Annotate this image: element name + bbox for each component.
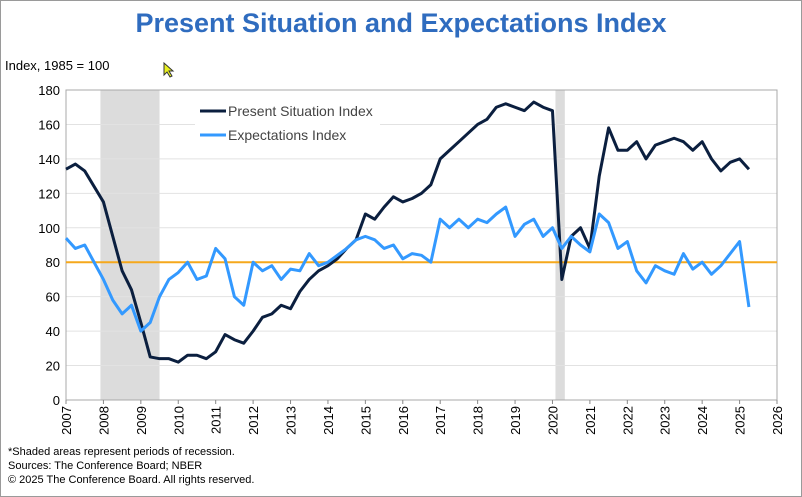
series-line-present-situation xyxy=(65,100,751,364)
legend-box xyxy=(195,100,380,150)
series-line-expectations xyxy=(64,205,751,333)
x-tick-label: 2009 xyxy=(134,406,149,435)
recession-band xyxy=(100,90,160,400)
y-tick-label: 20 xyxy=(46,359,60,374)
x-tick-label: 2013 xyxy=(284,406,299,435)
footnote-copyright: © 2025 The Conference Board. All rights … xyxy=(8,474,255,486)
y-tick-label: 180 xyxy=(38,83,60,98)
x-tick-label: 2020 xyxy=(545,406,560,435)
x-tick-label: 2019 xyxy=(508,406,523,435)
x-tick-label: 2008 xyxy=(96,406,111,435)
y-tick-label: 0 xyxy=(53,393,60,408)
chart-title: Present Situation and Expectations Index xyxy=(135,8,667,38)
plot-border xyxy=(65,89,778,401)
x-tick-label: 2021 xyxy=(583,406,598,435)
x-tick-label: 2014 xyxy=(321,406,336,435)
footnote-recession: *Shaded areas represent periods of reces… xyxy=(8,446,235,458)
x-tick-label: 2012 xyxy=(246,406,261,435)
x-tick-label: 2023 xyxy=(658,406,673,435)
x-tick-label: 2022 xyxy=(620,406,635,435)
legend-label: Expectations Index xyxy=(228,127,346,143)
x-tick-label: 2011 xyxy=(209,406,224,434)
y-tick-label: 160 xyxy=(38,117,60,132)
y-tick-label: 40 xyxy=(46,324,60,339)
footnote-sources: Sources: The Conference Board; NBER xyxy=(8,460,203,472)
y-tick-label: 60 xyxy=(46,290,60,305)
mouse-cursor-icon xyxy=(163,62,175,78)
x-tick-label: 2010 xyxy=(171,406,186,435)
y-tick-label: 140 xyxy=(38,152,60,167)
y-tick-label: 80 xyxy=(46,255,60,270)
x-tick-label: 2026 xyxy=(770,406,785,435)
x-tick-label: 2017 xyxy=(433,406,448,435)
y-tick-label: 100 xyxy=(38,221,60,236)
x-tick-label: 2015 xyxy=(358,406,373,435)
x-tick-label: 2016 xyxy=(396,406,411,435)
x-tick-label: 2024 xyxy=(695,406,710,435)
x-tick-label: 2025 xyxy=(733,406,748,435)
x-tick-label: 2007 xyxy=(59,406,74,435)
legend-label: Present Situation Index xyxy=(228,103,373,119)
y-axis-label: Index, 1985 = 100 xyxy=(5,58,110,73)
x-tick-label: 2018 xyxy=(471,406,486,435)
y-tick-label: 120 xyxy=(38,186,60,201)
